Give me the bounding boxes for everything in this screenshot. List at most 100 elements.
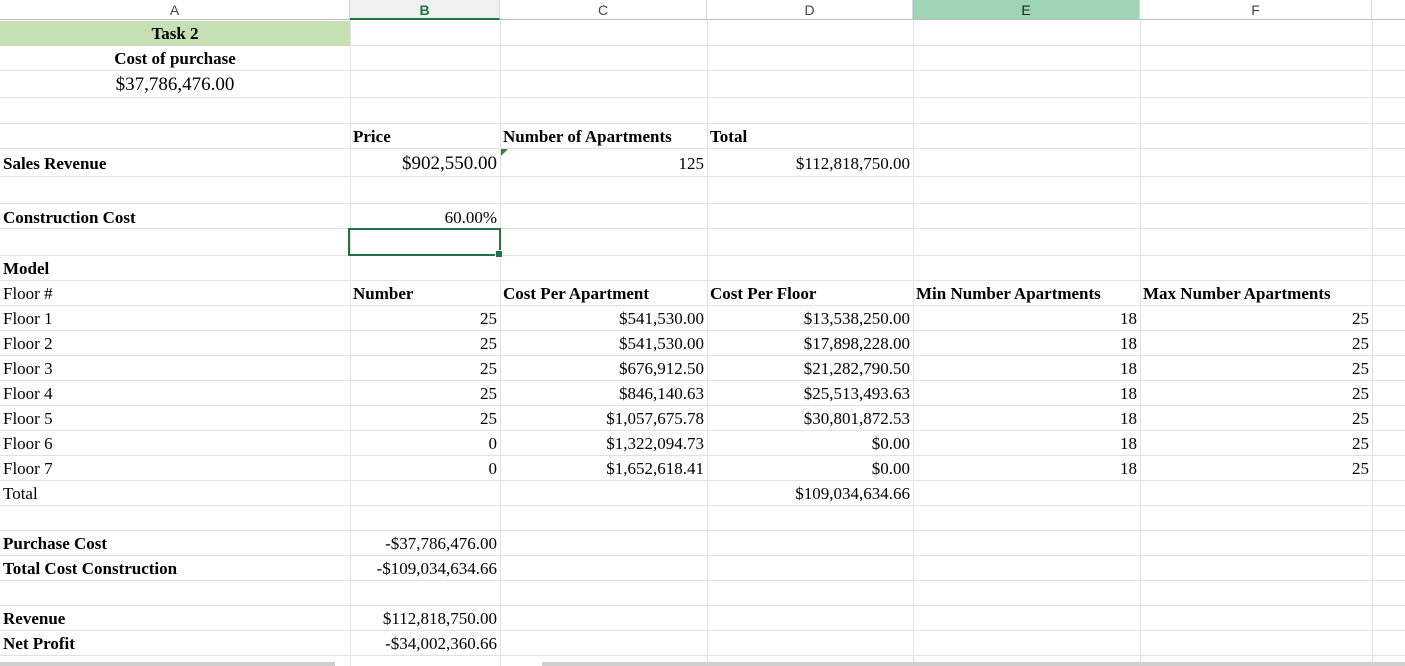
- gridline: [0, 530, 1405, 531]
- model-total-label[interactable]: Total: [3, 484, 38, 503]
- column-header-f[interactable]: F: [1140, 0, 1372, 20]
- floor-label[interactable]: Floor 3: [3, 359, 53, 378]
- cost-per-apartment-header[interactable]: Cost Per Apartment: [503, 284, 650, 303]
- floor-cost-per-floor[interactable]: $17,898,228.00: [803, 334, 910, 353]
- floor-cost-per-apartment[interactable]: $1,652,618.41: [606, 459, 704, 478]
- number-of-apartments-header[interactable]: Number of Apartments: [503, 127, 672, 146]
- floor-max-apartments[interactable]: 25: [1352, 434, 1369, 453]
- gridline: [0, 330, 1405, 331]
- floor-cost-per-floor[interactable]: $0.00: [871, 459, 910, 478]
- cost-of-purchase-label[interactable]: Cost of purchase: [114, 49, 236, 68]
- floor-cost-per-apartment[interactable]: $676,912.50: [619, 359, 704, 378]
- fill-handle[interactable]: [495, 250, 503, 258]
- floor-label[interactable]: Floor 7: [3, 459, 53, 478]
- number-header[interactable]: Number: [353, 284, 414, 303]
- sales-apartments-value[interactable]: 125: [678, 154, 705, 173]
- floor-max-apartments[interactable]: 25: [1352, 334, 1369, 353]
- floor-min-apartments[interactable]: 18: [1120, 309, 1137, 328]
- floor-cost-per-floor[interactable]: $30,801,872.53: [803, 409, 910, 428]
- gridline: [0, 70, 1405, 71]
- gridline: [0, 255, 1405, 256]
- floor-max-apartments[interactable]: 25: [1352, 459, 1369, 478]
- gridline: [0, 305, 1405, 306]
- horizontal-scrollbar-track[interactable]: [542, 662, 1405, 666]
- net-profit-value[interactable]: -$34,002,360.66: [385, 634, 497, 653]
- cost-per-floor-header[interactable]: Cost Per Floor: [710, 284, 817, 303]
- price-header[interactable]: Price: [353, 127, 391, 146]
- horizontal-scrollbar[interactable]: [0, 662, 335, 666]
- purchase-cost-value[interactable]: -$37,786,476.00: [385, 534, 497, 553]
- gridline: [0, 430, 1405, 431]
- floor-min-apartments[interactable]: 18: [1120, 459, 1137, 478]
- floor-label[interactable]: Floor 4: [3, 384, 53, 403]
- floor-min-apartments[interactable]: 18: [1120, 359, 1137, 378]
- selected-cell[interactable]: [348, 228, 501, 256]
- floor-number[interactable]: 25: [480, 334, 497, 353]
- floor-cost-per-floor[interactable]: $21,282,790.50: [803, 359, 910, 378]
- total-header[interactable]: Total: [710, 127, 748, 146]
- model-label[interactable]: Model: [3, 259, 50, 278]
- gridline: [0, 380, 1405, 381]
- gridline: [913, 20, 914, 666]
- floor-cost-per-apartment[interactable]: $541,530.00: [619, 309, 704, 328]
- gridline: [0, 455, 1405, 456]
- gridline: [0, 176, 1405, 177]
- revenue-label[interactable]: Revenue: [3, 609, 66, 628]
- floor-label[interactable]: Floor 1: [3, 309, 53, 328]
- net-profit-label[interactable]: Net Profit: [3, 634, 75, 653]
- column-header-e[interactable]: E: [913, 0, 1140, 20]
- floor-number[interactable]: 0: [488, 459, 498, 478]
- floor-max-apartments[interactable]: 25: [1352, 309, 1369, 328]
- total-cost-construction-value[interactable]: -$109,034,634.66: [376, 559, 497, 578]
- gridline: [0, 123, 1405, 124]
- column-header-g[interactable]: [1372, 0, 1405, 20]
- floor-min-apartments[interactable]: 18: [1120, 434, 1137, 453]
- max-number-apartments-header[interactable]: Max Number Apartments: [1143, 284, 1331, 303]
- gridline: [350, 20, 351, 666]
- column-header-b[interactable]: B: [350, 0, 500, 20]
- gridline: [0, 148, 1405, 149]
- error-indicator-icon[interactable]: [501, 149, 508, 156]
- column-header-a[interactable]: A: [0, 0, 350, 20]
- floor-max-apartments[interactable]: 25: [1352, 359, 1369, 378]
- floor-min-apartments[interactable]: 18: [1120, 384, 1137, 403]
- floor-number-header[interactable]: Floor #: [3, 284, 53, 303]
- floor-cost-per-apartment[interactable]: $1,057,675.78: [606, 409, 704, 428]
- sales-revenue-label[interactable]: Sales Revenue: [3, 154, 107, 173]
- gridline: [0, 228, 1405, 229]
- floor-cost-per-floor[interactable]: $0.00: [871, 434, 910, 453]
- floor-cost-per-floor[interactable]: $25,513,493.63: [803, 384, 910, 403]
- floor-cost-per-floor[interactable]: $13,538,250.00: [803, 309, 910, 328]
- floor-label[interactable]: Floor 6: [3, 434, 53, 453]
- floor-max-apartments[interactable]: 25: [1352, 409, 1369, 428]
- revenue-value[interactable]: $112,818,750.00: [382, 609, 497, 628]
- floor-number[interactable]: 25: [480, 359, 497, 378]
- floor-number[interactable]: 25: [480, 309, 497, 328]
- floor-number[interactable]: 0: [488, 434, 498, 453]
- floor-min-apartments[interactable]: 18: [1120, 334, 1137, 353]
- task-title[interactable]: Task 2: [0, 21, 350, 46]
- floor-max-apartments[interactable]: 25: [1352, 384, 1369, 403]
- gridline: [1140, 20, 1141, 666]
- floor-cost-per-apartment[interactable]: $1,322,094.73: [606, 434, 704, 453]
- column-header-c[interactable]: C: [500, 0, 707, 20]
- floor-min-apartments[interactable]: 18: [1120, 409, 1137, 428]
- construction-cost-label[interactable]: Construction Cost: [3, 208, 136, 227]
- construction-cost-percent[interactable]: 60.00%: [444, 208, 497, 227]
- floor-number[interactable]: 25: [480, 384, 497, 403]
- model-total-value[interactable]: $109,034,634.66: [795, 484, 910, 503]
- sales-total-value[interactable]: $112,818,750.00: [795, 154, 910, 173]
- floor-number[interactable]: 25: [480, 409, 497, 428]
- cost-of-purchase-value[interactable]: $37,786,476.00: [115, 74, 235, 95]
- sales-price-value[interactable]: $902,550.00: [402, 153, 497, 174]
- floor-cost-per-apartment[interactable]: $846,140.63: [619, 384, 704, 403]
- floor-label[interactable]: Floor 2: [3, 334, 53, 353]
- floor-label[interactable]: Floor 5: [3, 409, 53, 428]
- floor-cost-per-apartment[interactable]: $541,530.00: [619, 334, 704, 353]
- total-cost-construction-label[interactable]: Total Cost Construction: [3, 559, 178, 578]
- purchase-cost-label[interactable]: Purchase Cost: [3, 534, 108, 553]
- gridline: [0, 45, 1405, 46]
- column-header-d[interactable]: D: [707, 0, 913, 20]
- min-number-apartments-header[interactable]: Min Number Apartments: [916, 284, 1101, 303]
